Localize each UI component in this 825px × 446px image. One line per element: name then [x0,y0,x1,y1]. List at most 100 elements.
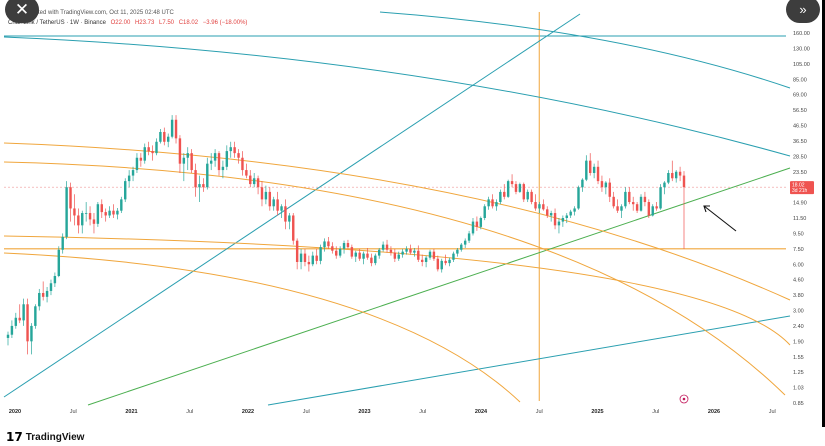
candle [174,115,178,144]
candle [667,170,670,185]
candle [194,163,197,197]
candle [553,208,557,230]
candle [319,244,322,265]
candle [49,279,53,296]
candle [190,149,193,173]
candle [647,199,651,218]
candle-body [147,147,150,152]
candle-body [624,191,627,207]
price-tick-label: 105.00 [793,62,810,68]
candle [45,287,49,303]
candle-body [127,175,131,182]
candle-body [385,244,389,250]
candle-body [452,253,455,260]
footer-bar: 17 TradingView [0,427,825,446]
candle [350,244,354,259]
candle-body [506,181,510,197]
candle-body [612,196,615,207]
candle-body [18,317,21,321]
candle-body [53,276,57,284]
candle [311,251,314,267]
candle [405,246,408,255]
candle [241,151,244,176]
time-tick-label: Jul [536,409,543,415]
price-tick-label: 1.55 [793,355,804,361]
candle-body [647,202,651,216]
candle-body [170,119,174,137]
candle-body [6,334,10,338]
orange-arc-1 [3,142,791,301]
candle [436,255,440,272]
candle [112,204,115,218]
candle-body [546,209,549,216]
candle-body [667,172,670,183]
candle-body [428,251,432,258]
last-price-badge-bg [790,181,814,195]
candle [663,181,666,195]
candle [81,210,84,234]
candle [643,191,647,207]
candle-body [682,175,686,188]
candle [186,147,189,171]
candle [335,246,338,259]
candle-body [589,160,592,173]
candle [73,194,76,226]
candle [549,210,553,222]
price-chart[interactable]: 160.00 130.00 105.00 85.00 69.00 56.50 46.50 36… [0,0,822,427]
tradingview-logo[interactable]: 17 TradingView [6,430,84,444]
candle-body [362,253,365,259]
forward-button[interactable]: » [786,0,820,23]
candle-body [577,187,580,209]
candle [600,175,604,192]
candle [41,281,45,301]
candle [268,187,272,211]
candle-body [616,206,619,211]
candle [61,233,64,254]
candle-body [186,153,189,158]
candle-body [393,252,397,259]
candle [315,248,318,265]
candle-body [561,218,565,222]
candle [166,133,170,148]
time-tick-label: 2025 [591,409,603,415]
close-button[interactable]: ✕ [5,0,39,23]
candle-body [499,191,502,203]
candle-body [463,240,467,245]
time-axis: 2020 Jul 2021 Jul 2022 Jul 2023 Jul 2024 Jul 2025 J… [9,409,776,415]
candle-body [143,147,146,161]
candle [475,216,479,231]
candle [420,254,424,267]
candle [104,208,107,222]
candle-body [73,208,76,216]
candle-body [456,249,459,254]
candle-body [342,243,346,249]
candle [155,138,158,156]
candle [635,202,639,214]
candle-body [471,221,475,234]
candle [526,189,529,203]
candle-body [77,215,80,226]
candle [159,129,162,144]
candle [522,182,526,203]
candle [463,238,467,248]
price-tick-label: 2.40 [793,324,804,330]
price-tick-label: 28.50 [793,154,807,160]
candle-body [96,204,100,224]
candle-body [163,131,166,142]
candle-body [405,248,408,252]
candle-body [206,163,209,188]
candle-body [292,215,295,241]
price-tick-label: 23.50 [793,170,807,176]
candle [358,248,361,261]
candle [346,239,350,249]
close-icon: ✕ [14,0,30,19]
candle [483,204,486,221]
candle-body [45,290,49,297]
time-tick-label: 2022 [242,409,254,415]
candle [499,189,502,205]
candle [362,251,365,265]
candle [139,153,143,167]
high-value: H23.73 [134,20,155,26]
candle [612,191,615,209]
